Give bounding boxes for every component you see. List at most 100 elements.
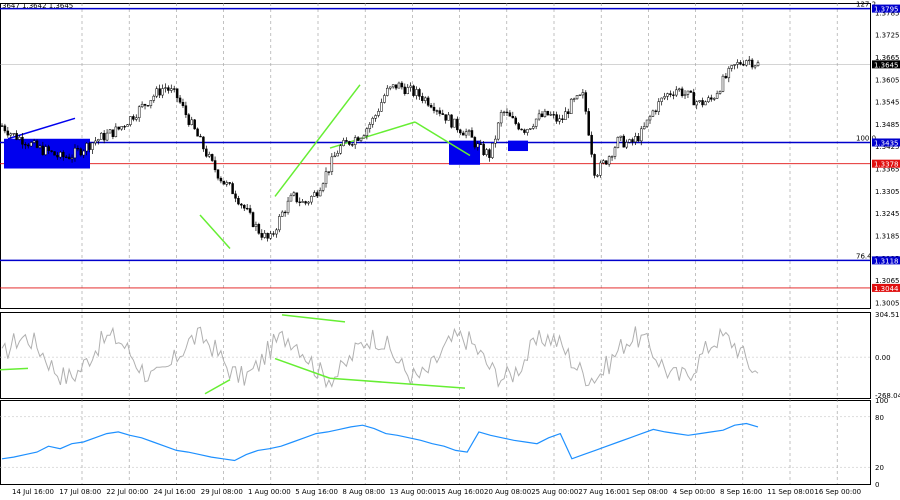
- candle-body: [351, 144, 354, 146]
- candle-body: [307, 201, 310, 204]
- candle-body: [634, 136, 637, 143]
- candle-body: [135, 117, 138, 120]
- candle-body: [476, 143, 480, 148]
- candle-body: [616, 137, 620, 149]
- candle-body: [342, 140, 345, 147]
- candle-body: [0, 125, 4, 127]
- candle-body: [482, 143, 485, 155]
- candle-body: [742, 63, 745, 66]
- candle-body: [371, 118, 374, 125]
- x-tick-label: 11 Sep 08:00: [767, 488, 814, 496]
- y-tick-label: 1.3545: [875, 99, 900, 107]
- candle-body: [374, 115, 377, 119]
- candle-body: [529, 128, 532, 130]
- candle-body: [496, 122, 500, 140]
- candle-body: [736, 62, 739, 65]
- candle-body: [721, 75, 725, 92]
- candle-body: [137, 106, 141, 118]
- candle-body: [491, 142, 494, 158]
- candle-body: [105, 132, 109, 141]
- y-tick-label: 1.3245: [875, 210, 900, 218]
- rsi-layer: [0, 416, 870, 468]
- candle-body: [286, 200, 290, 213]
- candle-body: [73, 147, 77, 159]
- candle-body: [461, 132, 465, 136]
- current-price-tag: [872, 60, 900, 69]
- candle-body: [108, 129, 112, 134]
- candle-body: [292, 192, 296, 196]
- candle-body: [330, 156, 334, 172]
- channel-line: [7, 117, 76, 140]
- candle-body: [50, 150, 53, 152]
- candle-body: [97, 139, 100, 142]
- candle-body: [196, 128, 199, 137]
- candle-body: [631, 139, 634, 143]
- candle-body: [593, 154, 596, 176]
- candle-body: [453, 118, 456, 128]
- candle-body: [362, 135, 366, 139]
- cci-tick-label: 0.00: [875, 354, 891, 362]
- candle-body: [540, 113, 544, 117]
- candle-body: [9, 133, 13, 136]
- candle-body: [479, 143, 482, 145]
- x-tick-label: 13 Aug 00:00: [390, 488, 437, 496]
- candle-body: [549, 114, 553, 116]
- candle-body: [120, 126, 123, 130]
- candle-body: [27, 144, 30, 147]
- candle-body: [648, 116, 652, 121]
- candle-body: [38, 145, 42, 148]
- candle-body: [143, 103, 147, 106]
- candle-body: [237, 198, 240, 205]
- candle-body: [56, 154, 59, 158]
- candle-body: [505, 111, 509, 114]
- cci-divergence-line: [204, 379, 231, 395]
- candle-body: [313, 192, 316, 197]
- x-tick-label: 4 Sep 00:00: [673, 488, 715, 496]
- candle-body: [622, 135, 625, 148]
- candle-body: [526, 129, 529, 133]
- candle-body: [315, 192, 319, 197]
- candle-body: [400, 82, 404, 88]
- candle-body: [140, 103, 144, 108]
- candle-body: [356, 137, 360, 141]
- candle-body: [47, 146, 50, 151]
- candle-body: [727, 68, 731, 79]
- candle-body: [35, 140, 39, 148]
- candle-body: [12, 133, 15, 135]
- candle-body: [234, 193, 237, 199]
- x-tick-label: 24 Jul 16:00: [154, 488, 196, 496]
- candle-body: [596, 175, 599, 177]
- candle-body: [222, 180, 226, 185]
- candle-body: [569, 98, 573, 115]
- candle-body: [289, 194, 293, 202]
- candle-body: [380, 102, 383, 112]
- candle-body: [324, 171, 328, 185]
- candle-body: [64, 156, 68, 158]
- level-name: 127.2: [856, 1, 876, 9]
- candle-body: [689, 90, 693, 93]
- level-price-text: 1.3378: [874, 161, 899, 169]
- candle-body: [543, 110, 547, 117]
- rsi-tick-label: 20: [875, 464, 884, 472]
- x-tick-label: 27 Aug 16:00: [578, 488, 625, 496]
- candle-body: [698, 100, 701, 102]
- candle-body: [318, 190, 322, 197]
- candle-body: [604, 160, 608, 165]
- cci-divergence-line: [329, 377, 466, 389]
- x-tick-label: 1 Sep 08:00: [626, 488, 668, 496]
- candle-body: [564, 111, 567, 120]
- candle-body: [117, 126, 121, 130]
- candle-body: [534, 118, 538, 127]
- current-price-text: 1.3645: [874, 61, 899, 69]
- candle-body: [348, 141, 351, 145]
- candle-body: [575, 95, 579, 100]
- candle-body: [158, 88, 161, 96]
- x-tick-label: 22 Jul 00:00: [106, 488, 148, 496]
- cci-tick-label: -268.044: [875, 392, 900, 400]
- candle-body: [467, 130, 471, 133]
- candle-body: [216, 169, 220, 179]
- candle-body: [91, 142, 94, 150]
- cci-tick-label: 304.5101: [875, 311, 900, 319]
- candle-body: [82, 150, 85, 156]
- y-tick-label: 1.3725: [875, 32, 900, 40]
